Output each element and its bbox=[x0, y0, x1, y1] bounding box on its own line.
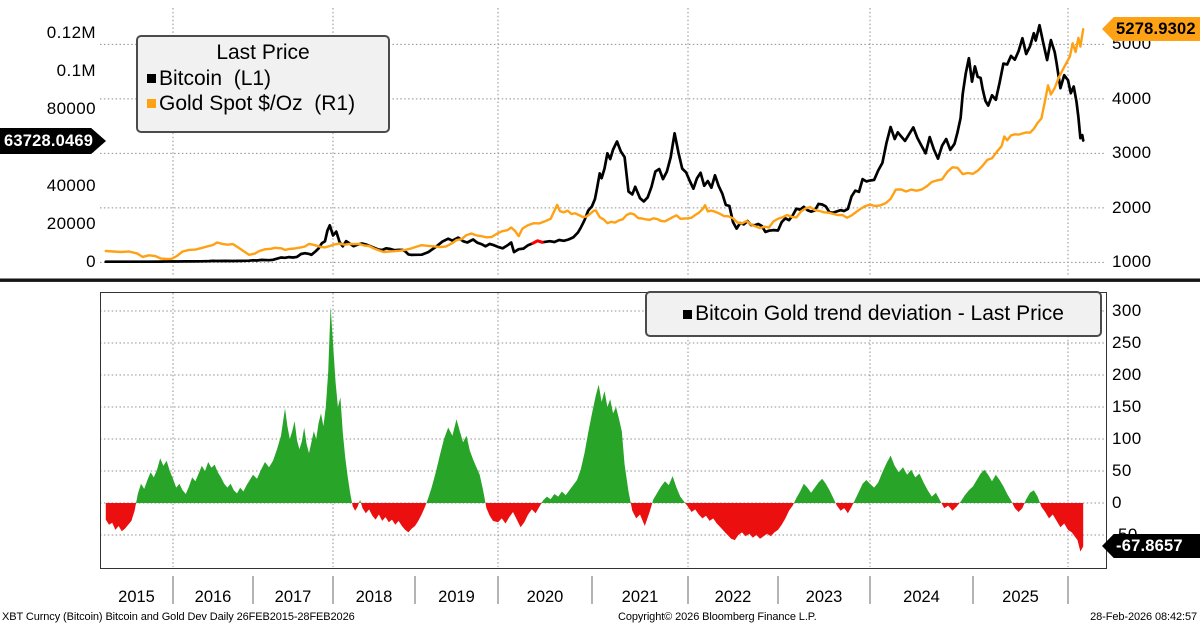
deviation-last-value-badge: -67.8657 bbox=[1102, 534, 1200, 558]
x-axis-year-label: 2020 bbox=[526, 588, 564, 606]
bitcoin-last-price-value: 63728.0469 bbox=[4, 131, 94, 150]
right-axis-tick-label: 2000 bbox=[1112, 197, 1152, 217]
right-axis-tick-label: 3000 bbox=[1112, 143, 1152, 163]
footer-copyright: Copyright© 2026 Bloomberg Finance L.P. bbox=[618, 611, 817, 623]
deviation-series-marker-icon bbox=[683, 309, 693, 319]
x-axis-year-label: 2021 bbox=[621, 588, 659, 606]
gold-price-line bbox=[104, 28, 1085, 261]
x-axis-year-label: 2017 bbox=[274, 588, 312, 606]
x-axis-year-label: 2024 bbox=[903, 588, 940, 606]
legend-item-bitcoin[interactable]: Bitcoin (L1) bbox=[138, 66, 388, 91]
x-axis-year-label: 2025 bbox=[1002, 588, 1039, 606]
x-axis-year-label: 2015 bbox=[118, 588, 155, 606]
deviation-area-positive bbox=[105, 306, 1084, 503]
left-axis-tick-label: 40000 bbox=[46, 175, 96, 195]
deviation-axis-tick-label: 50 bbox=[1112, 461, 1132, 480]
panel-separator bbox=[0, 278, 1200, 282]
legend-item-gold[interactable]: Gold Spot $/Oz (R1) bbox=[138, 91, 388, 116]
bitcoin-series-marker-icon bbox=[147, 74, 156, 83]
deviation-axis-tick-label: 0 bbox=[1112, 493, 1122, 512]
right-axis-tick-label: 1000 bbox=[1112, 252, 1152, 272]
deviation-axis-tick-label: 200 bbox=[1112, 365, 1142, 384]
bottom-panel-legend[interactable]: Bitcoin Gold trend deviation - Last Pric… bbox=[645, 291, 1102, 337]
bottom-panel-border bbox=[100, 292, 1107, 569]
gold-series-marker-icon bbox=[147, 99, 156, 108]
legend-item-gold-label: Gold Spot $/Oz (R1) bbox=[159, 92, 356, 115]
left-axis-tick-label: 0 bbox=[86, 252, 96, 272]
deviation-axis-tick-label: 100 bbox=[1112, 429, 1142, 448]
deviation-axis-tick-label: 250 bbox=[1112, 333, 1142, 352]
gold-last-price-badge: 5278.9302 bbox=[1102, 17, 1200, 41]
year-separators bbox=[172, 576, 1069, 604]
top-panel-legend[interactable]: Last Price Bitcoin (L1) Gold Spot $/Oz (… bbox=[136, 35, 390, 133]
left-axis-tick-label: 20000 bbox=[46, 214, 96, 233]
legend-title: Last Price bbox=[216, 41, 310, 64]
footer-timestamp: 28-Feb-2026 08:42:57 bbox=[1090, 611, 1197, 623]
x-axis-year-label: 2019 bbox=[438, 588, 475, 606]
left-axis-tick-label: 0.1M bbox=[56, 61, 96, 81]
deviation-last-value: -67.8657 bbox=[1116, 536, 1183, 555]
x-axis-year-label: 2018 bbox=[355, 588, 393, 606]
legend-item-bitcoin-label: Bitcoin (L1) bbox=[159, 67, 272, 90]
right-axis-tick-label: 4000 bbox=[1112, 88, 1152, 108]
x-axis-year-label: 2016 bbox=[194, 588, 232, 606]
legend-item-deviation-label: Bitcoin Gold trend deviation - Last Pric… bbox=[695, 302, 1064, 325]
event-marker-dash bbox=[531, 239, 544, 245]
x-axis-year-label: 2022 bbox=[714, 588, 752, 606]
deviation-axis-tick-label: 150 bbox=[1112, 397, 1142, 416]
left-axis-tick-label: 0.12M bbox=[46, 23, 96, 42]
x-axis-year-label: 2023 bbox=[805, 588, 843, 606]
gold-last-price-value: 5278.9302 bbox=[1116, 19, 1196, 38]
bitcoin-last-price-badge: 63728.0469 bbox=[0, 128, 106, 154]
deviation-axis-tick-label: 300 bbox=[1112, 301, 1142, 320]
left-axis-tick-label: 80000 bbox=[46, 99, 96, 119]
footer-security-description: XBT Curncy (Bitcoin) Bitcoin and Gold De… bbox=[2, 611, 355, 623]
